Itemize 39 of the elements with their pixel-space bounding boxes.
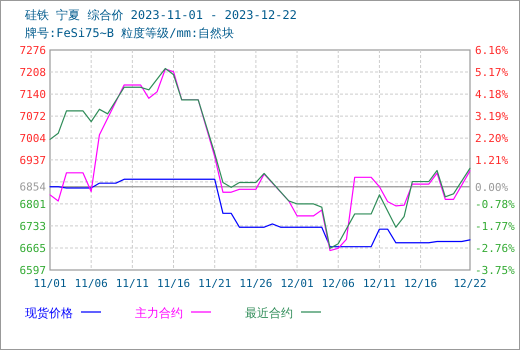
y-tick-label: 7276: [20, 44, 46, 57]
x-tick-label: 11/16: [156, 277, 190, 290]
y2-tick-label: -1.77%: [475, 220, 516, 234]
line-series: [49, 178, 471, 248]
x-tick-label: 11/21: [198, 277, 232, 290]
legend-label: 最近合约: [245, 306, 293, 320]
x-tick-label: 11/06: [74, 277, 108, 290]
y-tick-label: 6597: [20, 264, 46, 277]
x-tick-label: 12/22: [453, 277, 487, 290]
y2-tick-label: -2.76%: [475, 242, 516, 256]
x-tick-label: 12/01: [280, 277, 314, 290]
x-tick-label: 12/16: [404, 277, 438, 290]
x-tick-label: 11/26: [239, 277, 272, 290]
y2-tick-label: 4.18%: [475, 88, 508, 101]
y2-tick-label: 3.19%: [475, 110, 508, 123]
y2-tick-label: 6.16%: [475, 44, 508, 57]
x-tick-label: 12/06: [322, 277, 355, 290]
y2-tick-label: -3.75%: [475, 264, 516, 277]
y-tick-label: 6801: [20, 198, 46, 211]
legend-label: 主力合约: [135, 306, 183, 320]
y-tick-label: 7140: [20, 88, 46, 102]
y-tick-label: 7072: [20, 110, 46, 124]
y2-tick-label: 5.17%: [475, 66, 508, 79]
x-tick-label: 11/11: [116, 277, 149, 290]
y2-tick-label: 2.20%: [475, 132, 508, 145]
chart-subtitle: 牌号:FeSi75~B 粒度等级/mm:自然块: [25, 26, 234, 40]
y-tick-label: 6854: [20, 180, 46, 194]
y-tick-label: 6733: [20, 220, 46, 233]
y2-tick-label: -0.78%: [475, 198, 516, 212]
y-tick-label: 7208: [20, 66, 46, 80]
x-tick-label: 12/11: [362, 277, 396, 290]
y-tick-label: 7004: [20, 132, 46, 146]
y2-tick-label: 1.21%: [475, 154, 508, 167]
y-tick-label: 6937: [20, 154, 46, 167]
y-tick-label: 6665: [20, 242, 46, 255]
y2-tick-label: 0.00%: [475, 180, 508, 194]
chart-title: 硅铁 宁夏 综合价 2023-11-01 - 2023-12-22: [24, 8, 297, 22]
legend-label: 现货价格: [25, 306, 73, 320]
x-tick-label: 11/01: [33, 277, 67, 290]
